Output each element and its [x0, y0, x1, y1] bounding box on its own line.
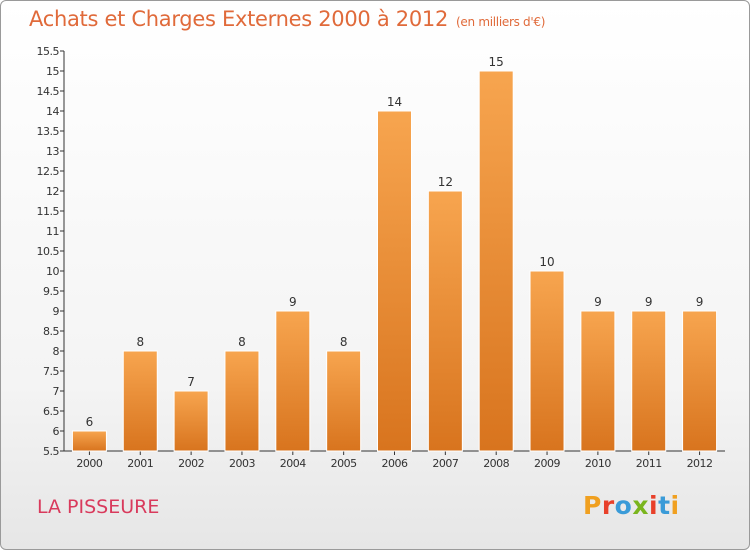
x-tick-label: 2001 [127, 457, 153, 470]
y-tick-label: 12 [46, 185, 59, 198]
logo-letter: i [649, 491, 659, 520]
bar [427, 190, 463, 452]
proxiti-logo[interactable]: Proxiti [583, 491, 680, 520]
data-label: 6 [86, 415, 94, 429]
y-tick-label: 8 [53, 345, 60, 358]
bar [682, 310, 718, 452]
x-tick-label: 2012 [687, 457, 713, 470]
chart-axes: 5.5 6 6.5 7 7.5 8 8.5 9 9.5 10 10.5 11 11.5 12 12.5 13 1… [37, 45, 725, 470]
y-tick-label: 10 [46, 265, 59, 278]
logo-letter: x [632, 491, 649, 520]
bar [529, 270, 565, 452]
data-label: 14 [387, 95, 402, 109]
x-tick-label: 2007 [432, 457, 458, 470]
data-label: 10 [539, 255, 554, 269]
y-tick-label: 7.5 [43, 365, 59, 378]
y-tick-label: 7 [53, 385, 60, 398]
chart-data-labels: 6 8 7 8 9 8 14 12 15 10 9 9 9 [86, 55, 704, 429]
x-tick-label: 2003 [229, 457, 255, 470]
x-tick-label: 2009 [534, 457, 560, 470]
location-label: LA PISSEURE [37, 496, 160, 518]
bar [478, 70, 514, 452]
data-label: 12 [438, 175, 453, 189]
y-tick-label: 9.5 [43, 285, 59, 298]
logo-letter: i [670, 491, 680, 520]
data-label: 15 [489, 55, 504, 69]
bar [580, 310, 616, 452]
data-label: 9 [594, 295, 602, 309]
chart-title: Achats et Charges Externes 2000 à 2012 (e… [29, 7, 545, 31]
y-tick-label: 14.5 [37, 85, 60, 98]
logo-letter: o [614, 491, 633, 520]
x-tick-label: 2006 [382, 457, 408, 470]
bar [71, 430, 107, 452]
y-tick-label: 9 [53, 305, 60, 318]
y-tick-label: 5.5 [43, 445, 59, 458]
x-tick-label: 2010 [585, 457, 611, 470]
bar [224, 350, 260, 452]
data-label: 8 [238, 335, 246, 349]
chart-title-main: Achats et Charges Externes 2000 à 2012 [29, 7, 449, 31]
chart-subtitle: (en milliers d'€) [456, 15, 546, 29]
bar [326, 350, 362, 452]
y-tick-label: 15 [46, 65, 59, 78]
bar [122, 350, 158, 452]
bar [631, 310, 667, 452]
y-tick-label: 14 [46, 105, 59, 118]
bar [275, 310, 311, 452]
data-label: 8 [136, 335, 144, 349]
chart-bars [71, 70, 718, 452]
x-tick-label: 2005 [331, 457, 357, 470]
y-tick-label: 10.5 [37, 245, 60, 258]
x-tick-label: 2002 [178, 457, 204, 470]
bar [173, 390, 209, 452]
data-label: 8 [340, 335, 348, 349]
x-tick-label: 2008 [483, 457, 509, 470]
y-tick-label: 11 [46, 225, 59, 238]
y-tick-label: 15.5 [37, 45, 60, 58]
logo-letter: r [601, 491, 615, 520]
y-tick-label: 6.5 [43, 405, 59, 418]
y-tick-label: 13.5 [37, 125, 60, 138]
y-tick-label: 13 [46, 145, 59, 158]
x-tick-label: 2011 [636, 457, 662, 470]
data-label: 9 [645, 295, 653, 309]
bar [377, 110, 412, 452]
y-tick-label: 8.5 [43, 325, 59, 338]
data-label: 9 [289, 295, 297, 309]
logo-letter: P [583, 491, 602, 520]
logo-letter: t [658, 491, 671, 520]
data-label: 7 [187, 375, 195, 389]
y-tick-label: 6 [53, 425, 60, 438]
y-tick-label: 11.5 [37, 205, 60, 218]
y-tick-label: 12.5 [37, 165, 60, 178]
x-tick-label: 2004 [280, 457, 306, 470]
x-tick-label: 2000 [76, 457, 102, 470]
data-label: 9 [696, 295, 704, 309]
